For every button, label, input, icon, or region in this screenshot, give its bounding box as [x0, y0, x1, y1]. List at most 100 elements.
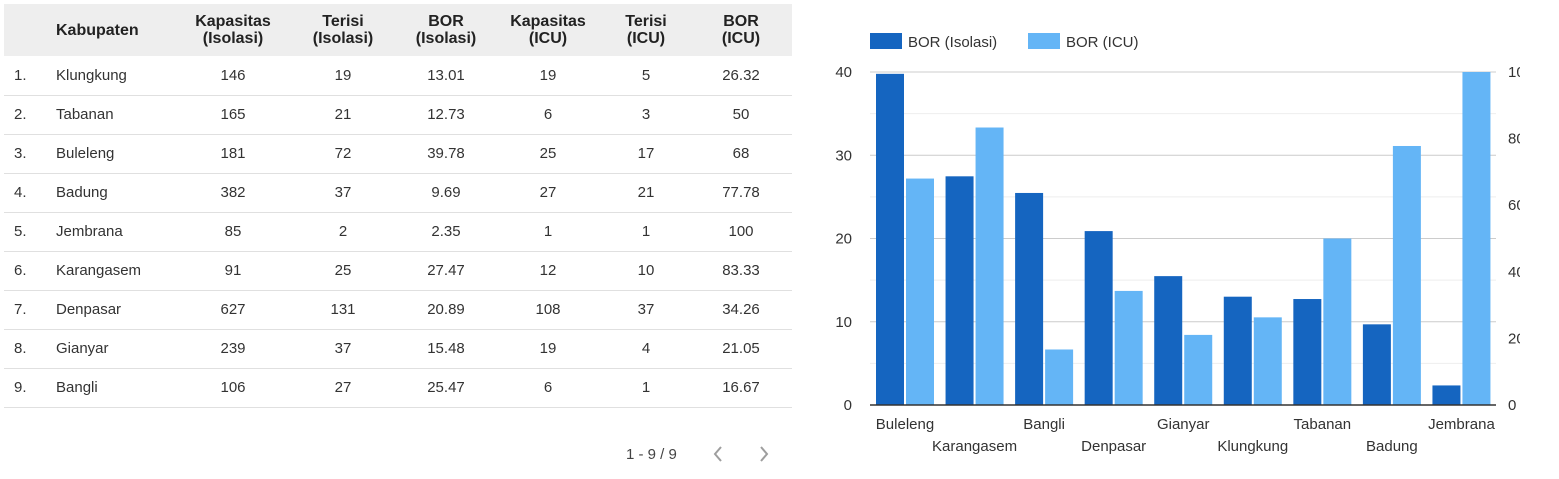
table-cell: 10: [637, 262, 655, 279]
table-cell: 131: [330, 301, 356, 318]
table-cell: 68: [732, 145, 750, 162]
bar-bor-isolasi: [1432, 385, 1461, 405]
table-cell: Bangli: [56, 379, 98, 396]
next-page-button[interactable]: [751, 440, 777, 468]
x-category-label: Denpasar: [1081, 438, 1146, 455]
table-row: 1. Klungkung 146 19 13.01 19 5 26.32: [4, 56, 792, 95]
table-cell: 25.47: [427, 379, 465, 396]
table-cell: 91: [224, 262, 242, 279]
y-left-tick-label: 10: [835, 314, 852, 331]
table-cell: 3: [641, 106, 651, 123]
column-header-line2: (Isolasi): [415, 30, 477, 47]
chevron-right-icon: [760, 446, 769, 462]
table-cell: 15.48: [427, 340, 465, 357]
x-category-label: Tabanan: [1294, 416, 1352, 433]
prev-page-button[interactable]: [705, 440, 731, 468]
pagination: 1 - 9 / 9: [626, 440, 797, 468]
bar-bor-icu: [1045, 349, 1074, 405]
x-category-label: Klungkung: [1217, 438, 1288, 455]
legend-label: BOR (Isolasi): [908, 34, 997, 51]
column-header-line2: (ICU): [626, 30, 666, 47]
column-header-1[interactable]: Kabupaten: [48, 4, 178, 56]
column-header-line1: BOR: [723, 13, 759, 30]
bar-bor-icu: [906, 178, 934, 405]
y-left-tick-label: 40: [835, 64, 852, 81]
column-header-line2: (ICU): [721, 30, 761, 47]
bar-bor-icu: [1114, 290, 1143, 405]
table-cell: 27: [334, 379, 352, 396]
y-left-tick-label: 20: [835, 231, 852, 248]
table-cell: 25: [539, 145, 557, 162]
table-cell: 12: [539, 262, 557, 279]
bar-bor-icu: [1253, 317, 1282, 405]
table-row: 5. Jembrana 85 2 2.35 1 1 100: [4, 212, 792, 251]
bar-bor-isolasi: [1154, 276, 1183, 405]
y-right-tick-label: 100: [1508, 64, 1520, 81]
column-header-3[interactable]: Terisi (Isolasi): [288, 4, 398, 56]
table-row: 8. Gianyar 239 37 15.48 19 4 21.05: [4, 329, 792, 368]
table-cell: 4.: [14, 184, 27, 201]
table-cell: 83.33: [722, 262, 760, 279]
y-right-tick-label: 80: [1508, 131, 1520, 148]
table-cell: Karangasem: [56, 262, 142, 279]
table-cell: 239: [220, 340, 246, 357]
table-cell: 1: [641, 223, 651, 240]
table-cell: 20.89: [427, 301, 465, 318]
table-cell: 627: [220, 301, 246, 318]
column-header-6[interactable]: Terisi (ICU): [602, 4, 690, 56]
table-cell: 5.: [14, 223, 27, 240]
legend-swatch: [1028, 33, 1060, 49]
column-header-line1: Kabupaten: [56, 21, 139, 39]
bar-bor-icu: [1392, 145, 1421, 405]
column-header-line1: Terisi: [625, 13, 667, 30]
column-header-line1: Kapasitas: [510, 13, 586, 30]
table-cell: 4: [641, 340, 651, 357]
chevron-left-icon: [713, 446, 722, 462]
table-cell: 12.73: [427, 106, 465, 123]
table-cell: Gianyar: [56, 340, 109, 357]
table-row: 4. Badung 382 37 9.69 27 21 77.78: [4, 173, 792, 212]
column-header-line2: (Isolasi): [312, 30, 374, 47]
table-cell: 21: [334, 106, 352, 123]
table-body: 1. Klungkung 146 19 13.01 19 5 26.32 2. Tabanan 16…: [4, 56, 792, 407]
column-header-7[interactable]: BOR (ICU): [690, 4, 792, 56]
table-cell: 19: [539, 340, 557, 357]
table-cell: 8.: [14, 340, 27, 357]
bar-bor-isolasi: [1015, 192, 1044, 405]
table-cell: 37: [334, 184, 352, 201]
table-cell: 37: [334, 340, 352, 357]
table-cell: 3.: [14, 145, 27, 162]
table-cell: 77.78: [722, 184, 760, 201]
table-row: 9. Bangli 106 27 25.47 6 1 16.67: [4, 368, 792, 407]
table-cell: Badung: [56, 184, 108, 201]
bar-bor-isolasi: [1084, 231, 1113, 405]
table-cell: 13.01: [427, 66, 465, 84]
table-cell: 27.47: [427, 262, 465, 279]
table-cell: 106: [220, 379, 246, 396]
table-cell: 17: [637, 145, 655, 162]
column-header-5[interactable]: Kapasitas (ICU): [494, 4, 602, 56]
table-cell: 19: [334, 66, 352, 84]
column-header-4[interactable]: BOR (Isolasi): [398, 4, 494, 56]
x-category-label: Gianyar: [1157, 416, 1210, 433]
table-cell: 181: [220, 145, 246, 162]
table-row: 7. Denpasar 627 131 20.89 108 37 34.26: [4, 290, 792, 329]
table-cell: 39.78: [427, 145, 465, 162]
bar-bor-isolasi: [876, 73, 904, 406]
table-cell: 5: [641, 66, 651, 84]
column-header-0[interactable]: [4, 4, 48, 56]
table-header-row: Kabupaten Kapasitas (Isolasi) Terisi (Isolas…: [4, 4, 792, 56]
bar-bor-icu: [1323, 238, 1352, 405]
table-cell: 21: [637, 184, 655, 201]
pagination-text: 1 - 9 / 9: [626, 445, 677, 463]
column-header-2[interactable]: Kapasitas (Isolasi): [178, 4, 288, 56]
y-left-tick-label: 30: [835, 147, 852, 164]
bar-bor-isolasi: [1293, 299, 1322, 405]
y-right-tick-label: 0: [1508, 397, 1516, 414]
x-category-label: Badung: [1366, 438, 1418, 455]
x-category-label: Bangli: [1023, 416, 1065, 433]
table-cell: Klungkung: [56, 66, 127, 84]
table-cell: 37: [637, 301, 655, 318]
table-cell: Denpasar: [56, 301, 122, 318]
table-row: 2. Tabanan 165 21 12.73 6 3 50: [4, 95, 792, 134]
